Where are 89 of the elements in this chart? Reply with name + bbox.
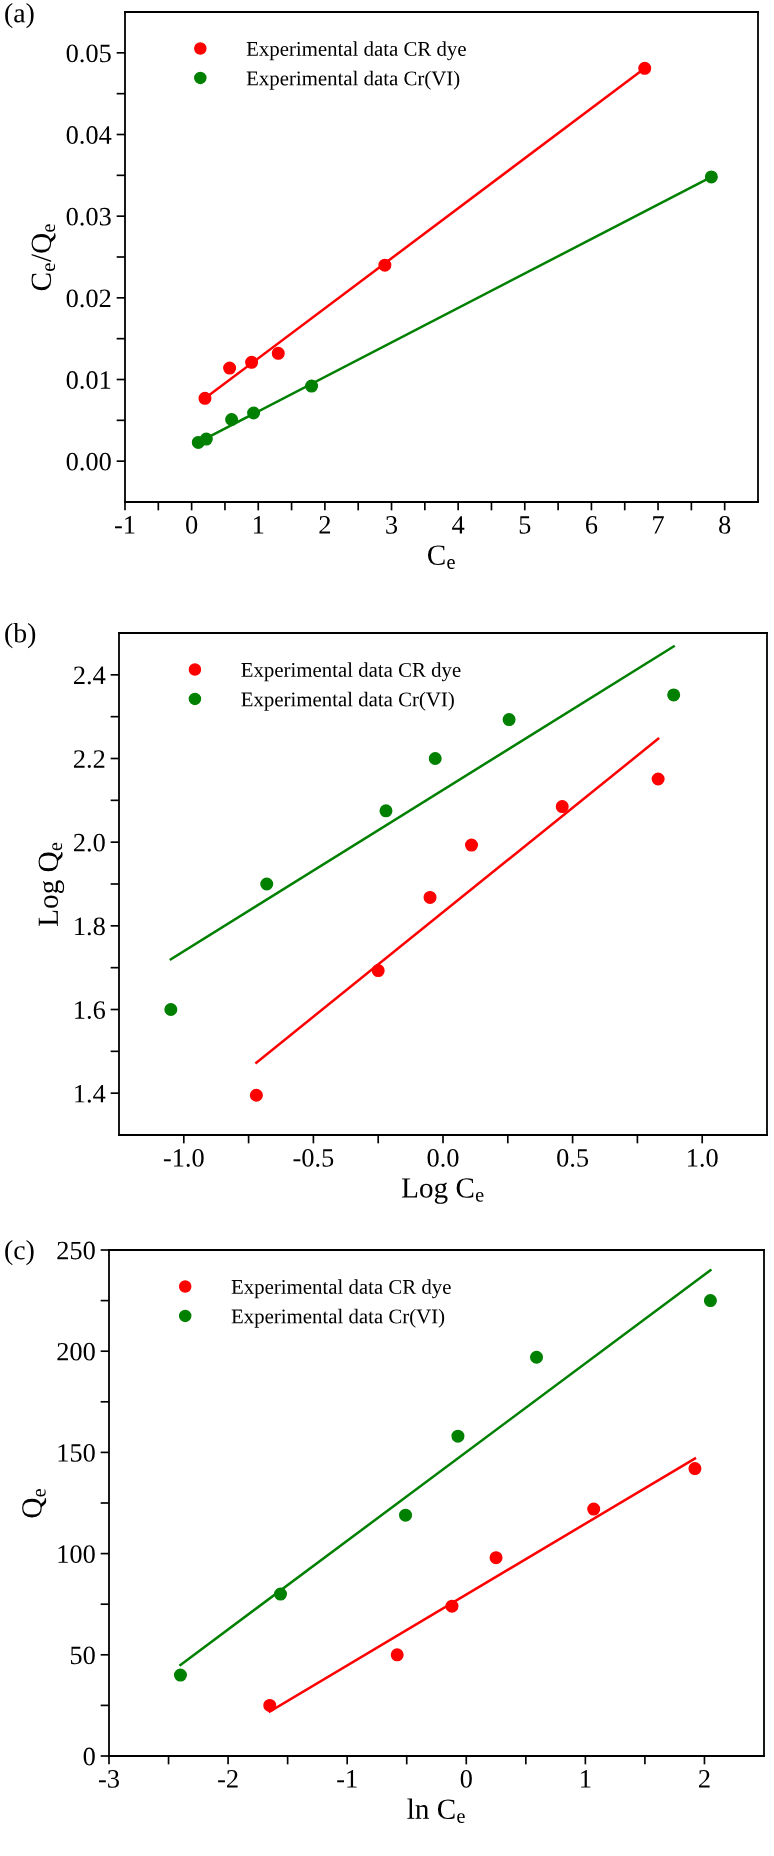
y-tick-label: 0.03 [66,207,111,226]
point [198,391,212,405]
point [379,804,393,818]
point [489,1551,503,1565]
chart-title: (b) [5,623,36,649]
y-tick-label: 150 [58,1444,95,1462]
point [245,355,259,369]
x-tick-label: -1 [114,516,135,534]
point [223,361,237,375]
y-tick-label: 0.00 [66,452,111,471]
point [688,1462,702,1476]
y-tick-label: 0 [83,1747,95,1766]
y-tick-label: 1.4 [75,1084,106,1103]
y-axis-title: C$_{e}$/Q$_{e}$ [31,224,56,291]
y-axis-title: Log Q$_{e}$ [38,842,65,926]
x-tick-label: 5 [519,516,531,534]
point [399,1508,413,1522]
x-tick-label: 3 [386,516,398,534]
y-tick-label: 50 [70,1646,95,1665]
point [502,713,516,727]
point [305,379,319,393]
x-tick-label: 0.0 [427,1148,459,1167]
y-tick-label: 250 [57,1241,95,1260]
point [703,1294,717,1308]
y-axis-title: Q$_{e}$ [22,1488,47,1518]
point [273,1587,287,1601]
legend-label: Experimental data Cr(VI) [241,691,454,711]
point [465,838,479,852]
x-tick-label: 0 [460,1769,472,1788]
chart-title: (a) [5,3,34,29]
x-tick-label: -1 [337,1770,357,1788]
x-tick-label: 7 [653,516,664,534]
x-tick-label: 2 [319,516,331,534]
x-tick-label: 4 [452,516,465,534]
x-tick-label: 6 [585,516,598,534]
point [423,890,437,904]
x-tick-label: 2 [699,1770,710,1788]
point [260,877,274,891]
point [530,1350,544,1364]
x-tick-label: -1.0 [163,1148,204,1167]
x-tick-label: 0 [186,515,198,534]
y-tick-label: 200 [57,1342,95,1361]
y-tick-label: 0.05 [66,44,111,63]
point [199,432,213,446]
point [428,751,442,766]
legend-label: Experimental data CR dye [231,1279,451,1299]
x-axis-title: Log C$_{e}$ [401,1178,484,1204]
x-tick-label: 0.5 [557,1148,589,1167]
point [587,1502,601,1516]
point [638,61,652,75]
y-tick-label: 0.01 [66,371,111,390]
y-tick-label: 2.0 [73,833,105,852]
legend-label: Experimental data CR dye [246,41,466,61]
y-tick-label: 2.4 [73,666,106,685]
y-tick-label: 0.02 [66,289,111,308]
legend-label: Experimental data Cr(VI) [246,70,460,90]
point [704,170,718,184]
y-tick-label: 1.6 [75,1001,106,1020]
x-axis-title: ln C$_{e}$ [407,1798,465,1823]
y-tick-label: 0.04 [66,126,112,145]
legend-label: Experimental data Cr(VI) [231,1308,445,1328]
point [445,1599,459,1613]
point [651,772,665,786]
point [164,1002,178,1017]
point [173,1668,187,1682]
y-tick-label: 1.8 [75,917,105,936]
legend-label: Experimental data CR dye [241,662,461,682]
x-axis-title: C$_{e}$ [427,545,455,569]
x-tick-label: 1 [581,1770,591,1788]
chart-title: (c) [5,1240,34,1266]
y-tick-label: 100 [58,1545,95,1564]
x-tick-label: 1.0 [688,1148,718,1167]
x-tick-label: 1 [253,516,264,534]
point [390,1648,404,1662]
point [249,1088,263,1102]
point [271,346,285,360]
point [555,800,569,814]
point [667,688,681,702]
point [378,258,392,272]
point [371,964,385,978]
point [225,413,239,427]
point [263,1698,277,1712]
point [247,406,261,420]
x-tick-label: -3 [98,1770,119,1788]
y-tick-label: 2.2 [73,750,105,769]
x-tick-label: -2 [218,1770,238,1788]
point [451,1429,465,1443]
x-tick-label: 8 [719,515,731,534]
x-tick-label: -0.5 [293,1148,334,1167]
